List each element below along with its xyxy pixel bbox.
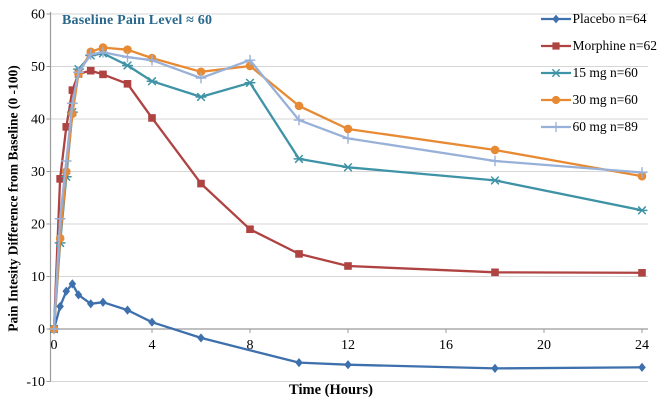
series-markers-placebo-n-64: [50, 279, 646, 373]
x-tick-label-16: 16: [439, 338, 453, 353]
legend-item-15-mg-n-60: 15 mg n=60: [539, 59, 657, 86]
y-tick-label-10: 10: [31, 270, 45, 285]
x-tick-label-4: 4: [149, 338, 156, 353]
x-tick-label-8: 8: [247, 338, 254, 353]
x-tick-label-12: 12: [341, 338, 355, 353]
x-tick-label-24: 24: [635, 338, 649, 353]
legend-item-placebo-n-64: Placebo n=64: [539, 5, 657, 32]
y-tick-label-20: 20: [31, 218, 45, 233]
legend-marker-placebo-n-64: [540, 14, 571, 23]
y-tick-label-0: 0: [38, 323, 45, 338]
legend-item-30-mg-n-60: 30 mg n=60: [539, 86, 657, 113]
legend-label-placebo-n-64: Placebo n=64: [572, 10, 647, 26]
y-tick-label-40: 40: [31, 113, 45, 128]
legend-label-60-mg-n-89: 60 mg n=89: [572, 118, 638, 134]
y-axis-title: Pain Intesity Difference from Baseline (…: [5, 65, 21, 332]
legend-marker-morphine-n-62: [540, 41, 571, 50]
legend-label-30-mg-n-60: 30 mg n=60: [572, 91, 638, 107]
x-tick-label-0: 0: [51, 338, 58, 353]
baseline-annotation: Baseline Pain Level ≈ 60: [62, 13, 213, 28]
legend-label-15-mg-n-60: 15 mg n=60: [572, 64, 638, 80]
legend-label-morphine-n-62: Morphine n=62: [572, 37, 657, 53]
series-markers-60-mg-n-89: [48, 46, 648, 335]
y-tick-label-50: 50: [31, 60, 45, 75]
y-tick-label-30: 30: [31, 165, 45, 180]
series-line-placebo-n-64: [52, 282, 644, 370]
y-tick-label-60: 60: [31, 8, 45, 23]
chart-legend: Placebo n=64 Morphine n=62 15 mg n=60 30 mg…: [539, 5, 657, 140]
legend-item-60-mg-n-89: 60 mg n=89: [539, 113, 657, 140]
legend-marker-30-mg-n-60: [540, 95, 571, 104]
x-axis-title: Time (Hours): [289, 382, 373, 398]
legend-item-morphine-n-62: Morphine n=62: [539, 32, 657, 59]
legend-marker-15-mg-n-60: [540, 68, 571, 77]
y-tick-label--10: -10: [26, 375, 45, 390]
legend-marker-60-mg-n-89: [540, 121, 571, 132]
x-tick-label-20: 20: [537, 338, 551, 353]
